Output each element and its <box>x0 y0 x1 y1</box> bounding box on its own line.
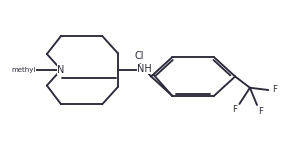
Text: F: F <box>258 106 263 116</box>
Text: F: F <box>272 85 277 94</box>
Text: NH: NH <box>137 64 152 74</box>
Text: F: F <box>232 105 237 114</box>
Text: methyl: methyl <box>11 67 36 73</box>
Text: Cl: Cl <box>134 51 144 61</box>
Text: N: N <box>57 65 65 75</box>
